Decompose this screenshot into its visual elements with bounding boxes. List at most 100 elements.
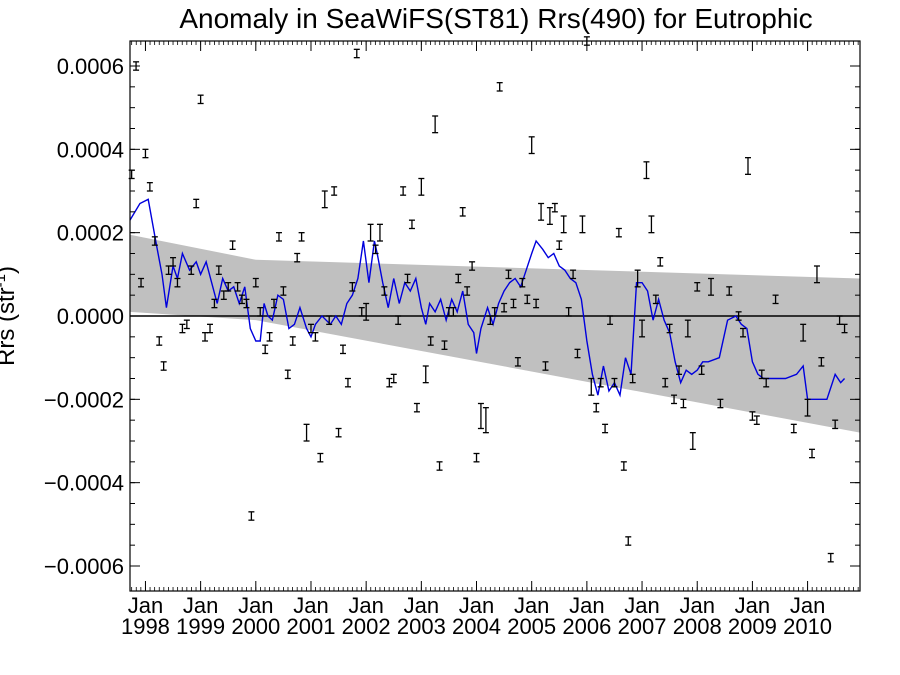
anomaly-point <box>372 244 379 255</box>
anomaly-point <box>298 232 305 242</box>
anomaly-point <box>326 315 333 325</box>
anomaly-point <box>376 223 383 242</box>
anomaly-point <box>248 511 255 521</box>
anomaly-point <box>546 207 553 225</box>
anomaly-point <box>294 252 301 263</box>
x-tick-month-label: Jan <box>679 593 714 618</box>
anomaly-point <box>538 202 545 221</box>
anomaly-point <box>312 332 319 342</box>
x-tick-month-label: Jan <box>348 593 383 618</box>
x-tick-month-label: Jan <box>128 593 163 618</box>
anomaly-point <box>284 369 291 380</box>
anomaly-point <box>611 377 618 388</box>
anomaly-point <box>395 315 402 325</box>
anomaly-point <box>459 207 466 217</box>
x-tick-year-label: 2000 <box>231 614 280 639</box>
anomaly-point <box>726 286 733 296</box>
anomaly-point <box>202 332 209 342</box>
anomaly-point <box>505 269 512 280</box>
anomaly-point <box>694 282 701 292</box>
anomaly-point <box>339 344 346 355</box>
anomaly-point <box>680 398 687 409</box>
anomaly-point <box>422 365 429 384</box>
anomaly-point <box>708 277 715 296</box>
x-tick-year-label: 2003 <box>397 614 446 639</box>
anomaly-point <box>620 461 627 471</box>
anomaly-point <box>418 177 425 196</box>
anomaly-point <box>239 294 246 305</box>
anomaly-point <box>473 452 480 463</box>
x-tick-year-label: 2004 <box>452 614 501 639</box>
anomaly-point <box>666 323 673 334</box>
anomaly-point <box>597 377 604 388</box>
anomaly-point <box>657 257 664 267</box>
anomaly-point <box>280 286 287 296</box>
anomaly-point <box>749 411 756 421</box>
anomaly-point <box>533 298 540 309</box>
anomaly-point <box>629 373 636 384</box>
anomaly-point <box>174 277 181 288</box>
y-tick-labels: 0.0006 0.0004 0.0002 0.0000 −0.0002 −0.0004 −0… <box>44 54 124 579</box>
x-tick-month-label: Jan <box>238 593 273 618</box>
x-tick-year-label: 2006 <box>562 614 611 639</box>
x-tick-month-label: Jan <box>514 593 549 618</box>
anomaly-point <box>551 202 558 213</box>
anomaly-point <box>800 323 807 342</box>
chart-title: Anomaly in SeaWiFS(ST81) Rrs(490) for Eu… <box>179 3 812 34</box>
anomaly-point <box>275 232 282 242</box>
anomaly-point <box>588 377 595 396</box>
anomaly-point <box>643 161 650 180</box>
anomaly-point <box>717 398 724 409</box>
anomaly-point <box>593 402 600 413</box>
y-axis-label: Rrs (str-1) <box>0 266 20 366</box>
anomaly-point <box>607 315 614 325</box>
anomaly-point <box>363 302 370 321</box>
anomaly-point <box>146 182 153 192</box>
x-tick-month-label: Jan <box>293 593 328 618</box>
anomaly-point <box>138 277 145 288</box>
anomaly-point <box>390 373 397 384</box>
anomaly-point <box>818 357 825 367</box>
x-tick-year-label: 1999 <box>176 614 225 639</box>
anomaly-point <box>639 319 646 338</box>
x-tick-month-label: Jan <box>569 593 604 618</box>
anomaly-point <box>266 332 273 342</box>
anomaly-point <box>193 198 200 209</box>
anomaly-point <box>142 148 149 159</box>
anomaly-point <box>510 298 517 309</box>
anomaly-point <box>625 536 632 546</box>
anomaly-point <box>556 240 563 250</box>
anomaly-point <box>225 282 232 292</box>
anomaly-point <box>804 398 811 417</box>
anomaly-point <box>400 186 407 196</box>
x-tick-year-label: 1998 <box>121 614 170 639</box>
anomaly-point <box>353 48 360 59</box>
anomaly-point <box>744 157 751 175</box>
anomaly-point <box>519 277 526 288</box>
anomaly-point <box>514 357 521 367</box>
smoothed-anomaly-line <box>129 198 846 401</box>
anomaly-point <box>197 94 204 105</box>
anomaly-point <box>496 82 503 92</box>
x-tick-month-label: Jan <box>404 593 439 618</box>
anomaly-point <box>832 419 839 430</box>
anomaly-point <box>455 273 462 284</box>
anomaly-point <box>386 377 393 388</box>
y-tick-label: 0.0004 <box>57 137 124 162</box>
anomaly-point <box>735 311 742 321</box>
anomaly-point <box>427 336 434 346</box>
x-tick-year-label: 2008 <box>673 614 722 639</box>
anomaly-point <box>676 365 683 375</box>
y-tick-label: 0.0000 <box>57 304 124 329</box>
anomaly-point <box>183 319 190 330</box>
anomaly-point <box>634 269 641 288</box>
anomaly-point <box>570 269 577 280</box>
anomaly-point <box>574 348 581 359</box>
anomaly-point <box>229 240 236 250</box>
anomaly-point <box>151 236 158 246</box>
y-tick-label: −0.0006 <box>44 554 124 579</box>
anomaly-point <box>827 552 834 563</box>
anomaly-point <box>524 294 531 305</box>
anomaly-point <box>179 323 186 334</box>
